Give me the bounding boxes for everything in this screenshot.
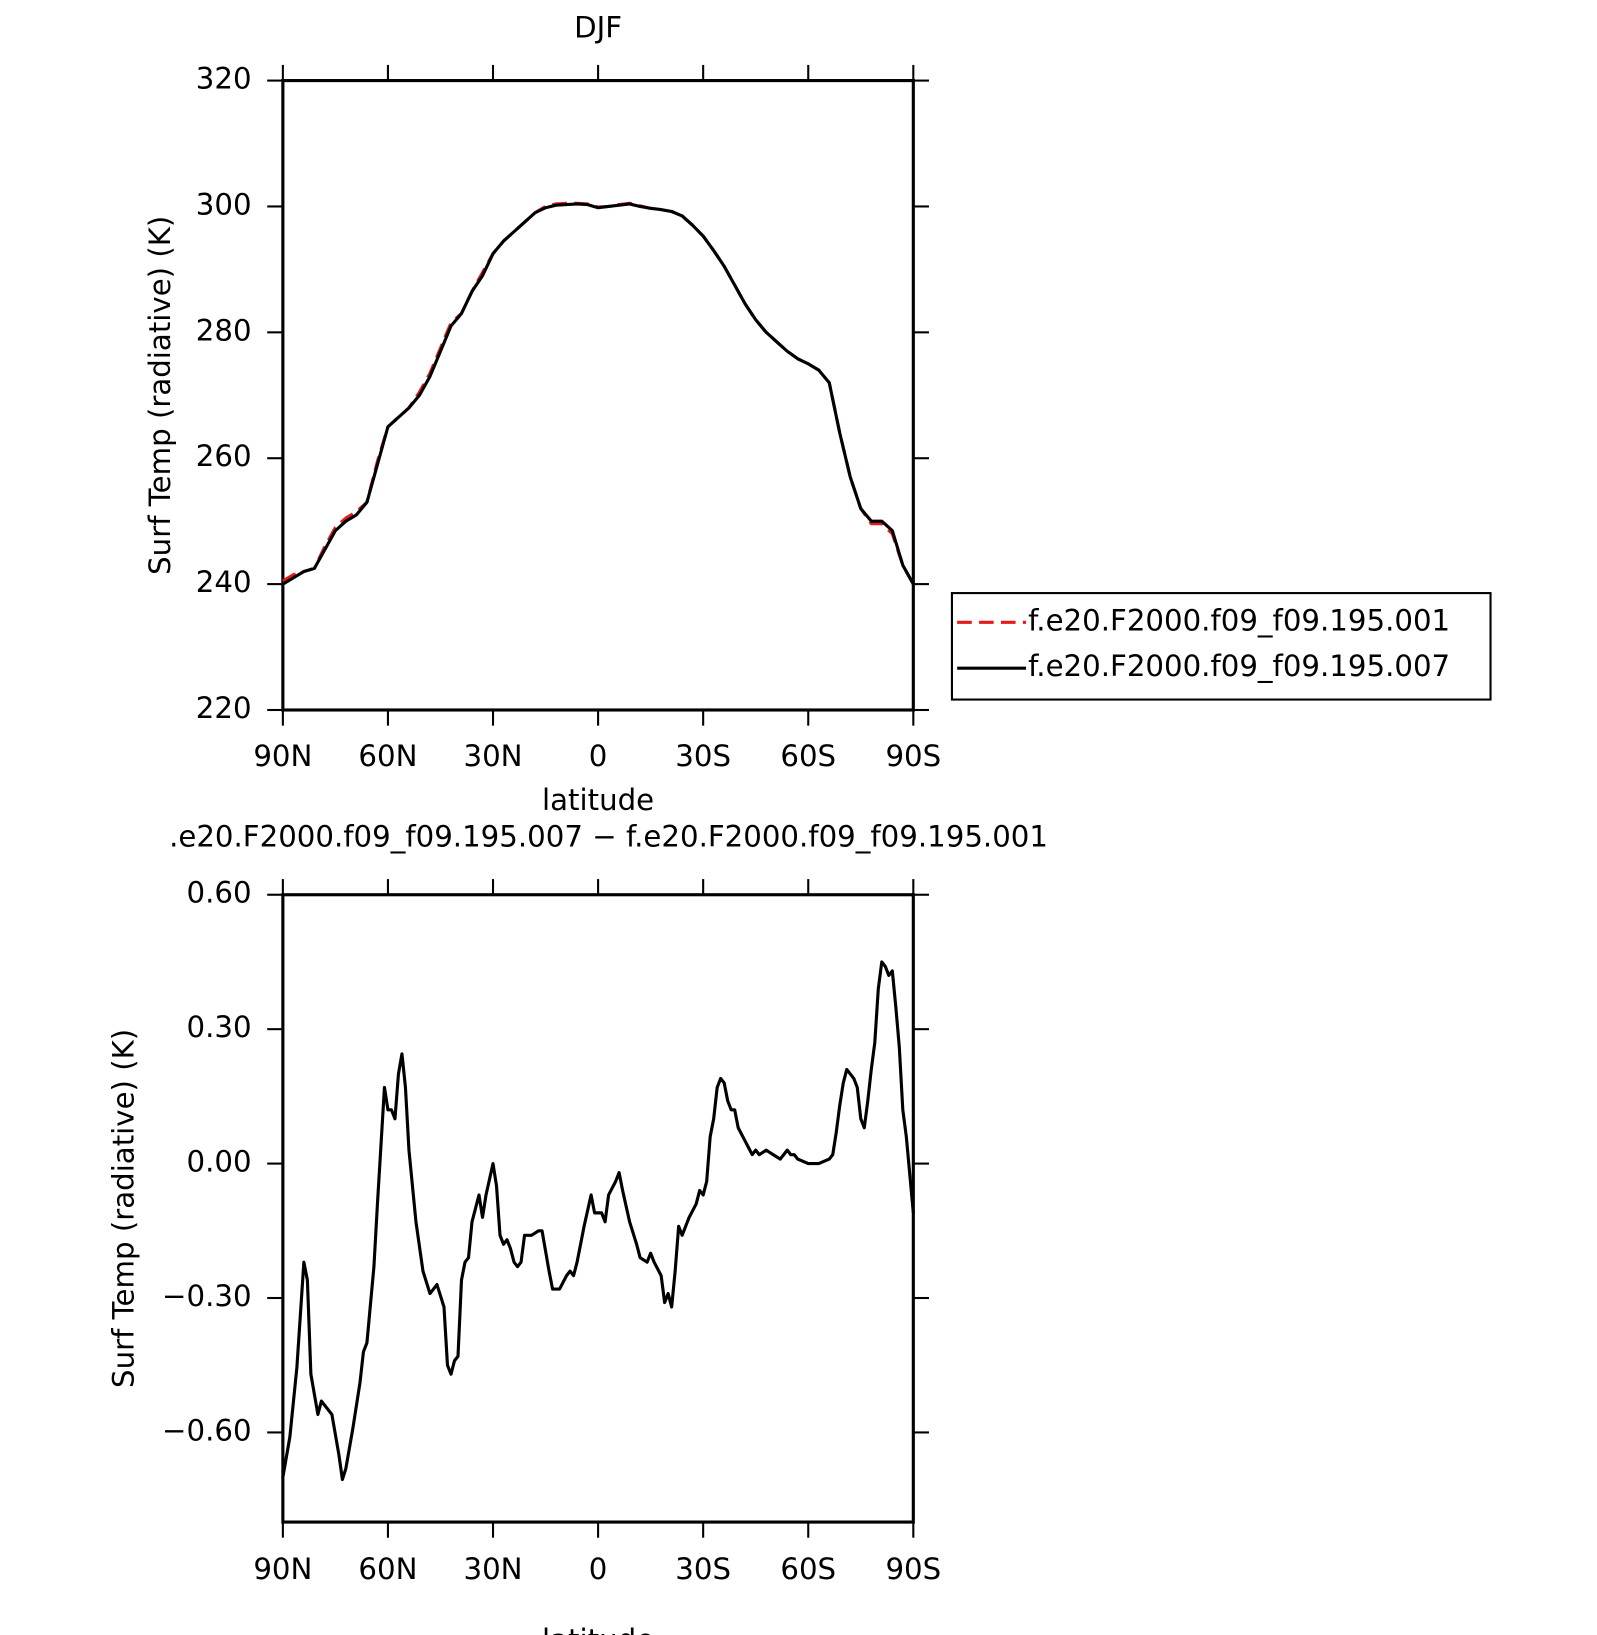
y-tick-label: 0.30 [186,1010,251,1044]
data-line [282,201,915,585]
x-tick-label: 60N [358,1552,417,1586]
y-tick-label: 300 [196,187,252,221]
x-tick-label: 90S [885,739,941,773]
x-tick-label: 30S [675,1552,731,1586]
x-tick-label: 60N [358,739,417,773]
y-tick-label: −0.60 [162,1413,252,1447]
x-tick-label: 30N [463,1552,522,1586]
y-tick-label: 0.60 [186,876,251,910]
y-tick-label: 320 [196,62,252,96]
x-tick-label: 0 [589,1552,608,1586]
x-tick-label: 90N [253,1552,312,1586]
x-tick-label: 0 [589,739,608,773]
data-line [282,202,915,586]
y-axis-label: Surf Temp (radiative) (K) [143,216,177,575]
y-axis-label: Surf Temp (radiative) (K) [106,1029,140,1388]
y-tick-label: −0.30 [162,1279,252,1313]
x-tick-label: 90N [253,739,312,773]
y-tick-label: 280 [196,313,252,347]
x-tick-label: 60S [780,739,836,773]
x-tick-label: 60S [780,1552,836,1586]
x-tick-label: 30N [463,739,522,773]
y-tick-label: 220 [196,691,252,725]
legend-label: f.e20.F2000.f09_f09.195.007 [1028,649,1450,683]
chart-title: DJF [574,10,622,44]
legend-box [950,592,1492,701]
chart-title: .e20.F2000.f09_f09.195.007 − f.e20.F2000… [169,819,1048,853]
data-line [281,960,915,1482]
y-tick-label: 0.00 [186,1145,251,1179]
legend-label: f.e20.F2000.f09_f09.195.001 [1028,603,1450,637]
plot-frame [281,79,915,712]
x-axis-label: latitude [542,783,654,817]
y-tick-label: 240 [196,565,252,599]
x-tick-label: 90S [885,1552,941,1586]
x-tick-label: 30S [675,739,731,773]
y-tick-label: 260 [196,439,252,473]
x-axis-label: latitude [542,1623,654,1635]
